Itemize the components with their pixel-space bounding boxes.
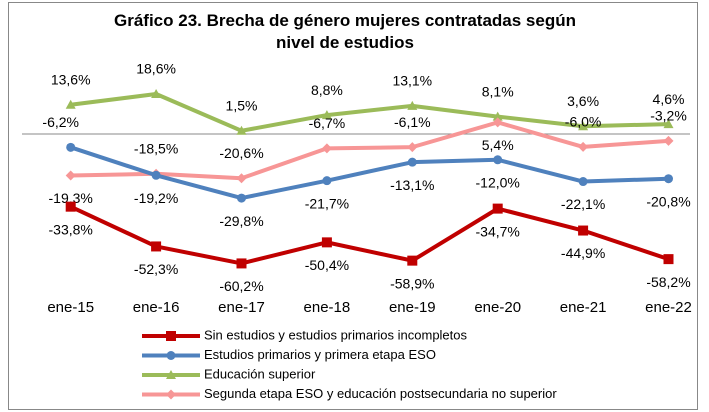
data-point <box>322 176 332 186</box>
data-label: -6,2% <box>42 114 79 130</box>
legend-label: Segunda etapa ESO y educación postsecund… <box>204 386 557 401</box>
data-label: -58,2% <box>646 274 690 290</box>
series-line <box>70 92 669 133</box>
data-label: -19,2% <box>134 190 178 206</box>
data-point <box>65 170 76 181</box>
data-point <box>492 203 503 214</box>
data-point <box>664 174 673 184</box>
series-line <box>69 204 670 266</box>
data-label: -33,8% <box>49 221 93 237</box>
series-line <box>70 145 669 201</box>
data-label: 5,4% <box>482 137 514 153</box>
legend-label: Estudios primarios y primera etapa ESO <box>204 347 436 362</box>
chart-frame <box>8 2 698 410</box>
data-label: -6,7% <box>309 115 346 131</box>
data-label: -58,9% <box>390 275 434 291</box>
data-label: -18,5% <box>134 140 178 156</box>
data-label: 3,6% <box>567 93 599 109</box>
data-point <box>492 111 503 121</box>
data-label: 4,6% <box>653 91 685 107</box>
legend-label: Sin estudios y estudios primarios incomp… <box>204 327 468 342</box>
data-label: -13,1% <box>390 177 434 193</box>
chart-title: Gráfico 23. Brecha de género mujeres con… <box>114 11 576 52</box>
x-tick-label: ene-15 <box>47 299 94 316</box>
data-point <box>578 121 589 131</box>
data-label: -44,9% <box>561 245 605 261</box>
data-point <box>321 237 332 248</box>
data-point <box>663 254 674 265</box>
data-label: -22,1% <box>561 196 605 212</box>
data-point <box>151 170 161 180</box>
legend-marker <box>166 331 176 341</box>
data-label: 18,6% <box>136 61 176 77</box>
data-point <box>151 89 162 99</box>
data-label: 13,6% <box>51 71 91 87</box>
data-point <box>237 193 246 203</box>
data-point <box>407 100 418 110</box>
data-point <box>407 255 418 266</box>
data-label: -3,2% <box>650 108 687 124</box>
data-point <box>578 225 589 236</box>
data-label: -60,2% <box>219 278 263 294</box>
data-point <box>236 125 247 135</box>
data-point <box>236 173 247 184</box>
data-point <box>663 135 674 146</box>
data-point <box>407 142 418 153</box>
data-label: -20,6% <box>219 145 263 161</box>
data-label: -29,8% <box>219 213 263 229</box>
data-point <box>236 258 247 269</box>
x-tick-label: ene-19 <box>389 299 436 316</box>
data-point <box>66 142 76 152</box>
data-label: -19,3% <box>49 190 93 206</box>
x-tick-label: ene-17 <box>218 299 265 316</box>
legend-marker <box>166 370 176 379</box>
data-point <box>493 155 503 165</box>
data-label: -12,0% <box>476 175 520 191</box>
data-label: -52,3% <box>134 261 178 277</box>
data-label: -6,1% <box>394 114 431 130</box>
data-point <box>65 201 76 212</box>
data-label: -20,8% <box>646 193 690 209</box>
data-label: -50,4% <box>305 257 349 273</box>
legend-marker <box>166 389 176 400</box>
legend-label: Educación superior <box>204 366 316 381</box>
data-point <box>321 110 332 120</box>
x-tick-label: ene-16 <box>133 299 180 316</box>
data-point <box>407 157 417 167</box>
data-label: -6,0% <box>565 114 602 130</box>
x-tick-label: ene-20 <box>474 299 521 316</box>
legend-marker <box>166 351 176 360</box>
data-point <box>151 241 162 252</box>
data-point <box>492 117 503 128</box>
series-line <box>70 120 669 181</box>
data-label: 1,5% <box>226 97 258 113</box>
data-point <box>663 119 674 129</box>
data-point <box>578 177 588 187</box>
x-tick-label: ene-21 <box>560 299 607 316</box>
data-label: 8,1% <box>482 83 514 99</box>
data-label: -21,7% <box>305 195 349 211</box>
x-tick-label: ene-18 <box>304 299 351 316</box>
data-point <box>578 141 589 152</box>
data-point <box>65 99 76 109</box>
data-label: 13,1% <box>392 73 432 89</box>
data-label: 8,8% <box>311 82 343 98</box>
data-point <box>321 143 332 154</box>
x-tick-label: ene-22 <box>645 299 692 316</box>
data-label: -34,7% <box>476 223 520 239</box>
